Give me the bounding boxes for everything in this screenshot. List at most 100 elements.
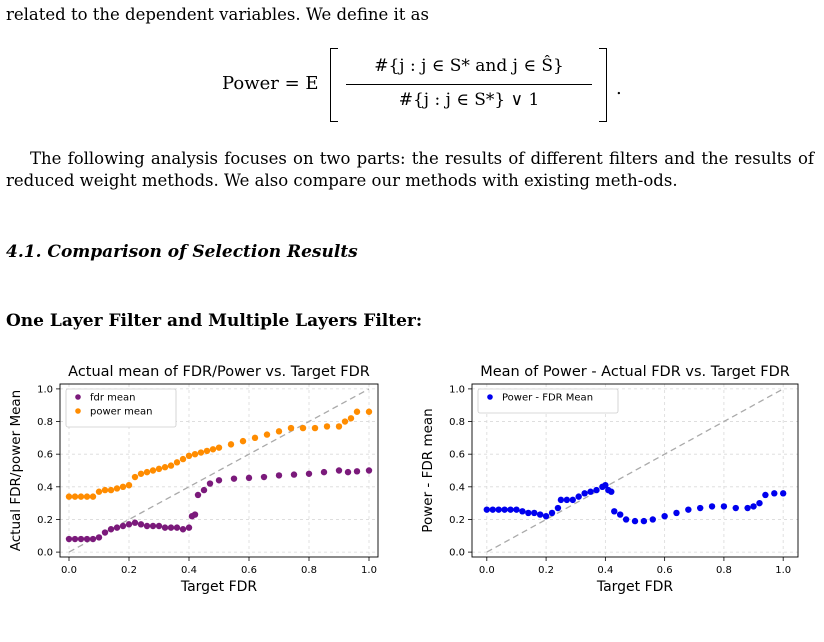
data-point	[89, 493, 97, 500]
data-point	[542, 512, 550, 520]
data-point	[71, 535, 79, 543]
data-point	[191, 511, 199, 518]
data-point	[708, 503, 716, 510]
data-point	[101, 529, 109, 536]
data-point	[365, 467, 373, 474]
data-point	[71, 493, 79, 500]
data-point	[287, 424, 295, 432]
data-point	[311, 424, 319, 432]
y-tick-label: 0.6	[37, 450, 53, 461]
data-point	[161, 524, 169, 531]
legend-label: power mean	[90, 407, 152, 418]
data-point	[119, 522, 127, 530]
section-heading: 4.1. Comparison of Selection Results	[6, 242, 358, 262]
data-point	[353, 468, 361, 475]
legend-box	[65, 388, 177, 428]
y-tick-label: 0.4	[449, 482, 465, 493]
data-point	[347, 415, 355, 422]
data-point	[587, 488, 594, 495]
legend-marker	[75, 394, 81, 400]
data-point	[185, 452, 193, 460]
data-point	[143, 522, 151, 530]
data-point	[622, 516, 630, 523]
data-point	[251, 434, 259, 442]
data-point	[489, 506, 496, 513]
data-point	[631, 517, 639, 525]
data-point	[194, 491, 202, 499]
data-point	[179, 526, 187, 533]
x-tick-label: 0.6	[241, 565, 257, 576]
data-point	[149, 467, 157, 474]
data-point	[167, 462, 175, 469]
data-point	[557, 496, 565, 504]
data-point	[525, 509, 532, 517]
data-point	[161, 464, 169, 471]
data-point	[95, 534, 103, 541]
legend-box	[477, 388, 619, 414]
data-point	[185, 524, 193, 531]
data-point	[673, 509, 680, 517]
fdr-power-chart: Actual mean of FDR/Power vs. Target FDR 0…	[8, 364, 379, 595]
data-point	[750, 503, 757, 510]
y-tick-label: 0.6	[449, 450, 465, 461]
y-tick-label: 0.4	[37, 482, 53, 493]
y-tick-label: 0.0	[37, 548, 53, 559]
data-point	[230, 475, 238, 482]
data-point	[107, 526, 115, 533]
left-bracket	[330, 48, 338, 122]
data-point	[89, 535, 97, 543]
data-point	[83, 493, 91, 500]
data-point	[191, 450, 199, 458]
data-point	[519, 508, 526, 515]
data-point	[341, 418, 349, 425]
legend: Power - FDR Mean	[477, 388, 619, 414]
x-tick-label: 0.2	[121, 565, 137, 576]
data-point	[155, 522, 163, 530]
data-point	[495, 506, 502, 513]
data-point	[299, 424, 307, 432]
data-point	[548, 509, 556, 517]
data-point	[206, 480, 214, 487]
data-point	[260, 473, 268, 481]
data-point	[239, 437, 247, 445]
data-point	[779, 490, 787, 497]
data-point	[95, 488, 103, 495]
data-point	[483, 506, 491, 513]
fraction-bar	[346, 84, 592, 85]
x-tick-label: 0.8	[301, 565, 317, 576]
data-point	[245, 474, 253, 482]
data-point	[536, 511, 544, 518]
data-point	[263, 431, 271, 438]
data-point	[335, 423, 343, 430]
power-minus-fdr-chart: Mean of Power - Actual FDR vs. Target FD…	[420, 364, 799, 595]
data-point	[131, 473, 139, 481]
data-point	[77, 493, 85, 500]
data-point	[563, 496, 571, 504]
data-point	[119, 483, 127, 491]
subheading: One Layer Filter and Multiple Layers Fil…	[6, 311, 423, 331]
data-point	[353, 408, 361, 415]
y-tick-label: 0.0	[449, 548, 465, 559]
y-tick-label: 1.0	[37, 384, 53, 395]
data-point	[113, 485, 121, 492]
data-point	[200, 486, 208, 494]
equation-denominator: #{j : j ∈ S*} ∨ 1	[398, 90, 540, 110]
right-bracket	[599, 48, 607, 122]
data-point	[83, 535, 91, 543]
data-point	[611, 508, 618, 515]
chart-title: Mean of Power - Actual FDR vs. Target FD…	[480, 364, 790, 380]
data-point	[507, 506, 514, 513]
data-point	[107, 486, 115, 494]
x-tick-label: 0.0	[61, 565, 77, 576]
x-tick-label: 0.6	[657, 565, 673, 576]
data-point	[125, 481, 133, 489]
y-tick-label: 0.8	[37, 417, 53, 428]
legend-marker	[75, 408, 81, 414]
data-point	[762, 491, 769, 499]
x-tick-label: 1.0	[361, 565, 377, 576]
data-point	[215, 444, 223, 451]
equation-lhs: Power = E	[222, 73, 319, 94]
data-point	[305, 470, 313, 477]
data-point	[203, 447, 211, 455]
data-point	[125, 521, 133, 528]
